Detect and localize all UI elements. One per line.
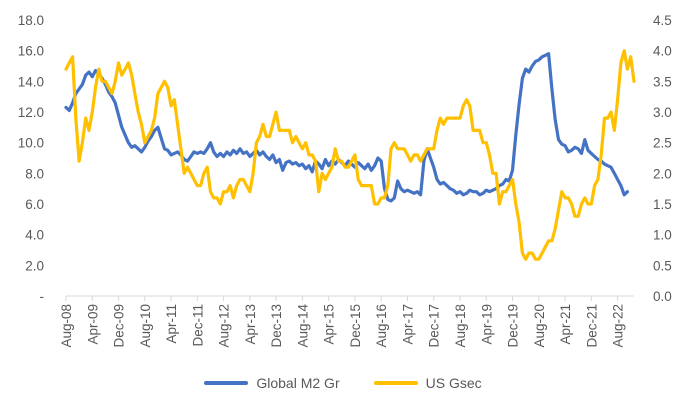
x-tick-label: Aug-10 bbox=[138, 304, 153, 348]
x-tick-label: Dec-17 bbox=[427, 304, 442, 348]
y-right-tick-label: 1.0 bbox=[653, 228, 672, 243]
y-left-tick-label: 2.0 bbox=[25, 258, 44, 273]
y-right-tick-label: 3.5 bbox=[653, 74, 672, 89]
y-left-tick-label: 16.0 bbox=[18, 44, 44, 59]
y-left-tick-label: - bbox=[40, 289, 45, 304]
legend-item-us-gsec: US Gsec bbox=[373, 375, 482, 391]
x-tick-label: Dec-11 bbox=[190, 304, 205, 347]
y-left-tick-label: 10.0 bbox=[18, 136, 44, 151]
y-left-tick-label: 18.0 bbox=[18, 13, 44, 28]
legend-swatch-global-m2 bbox=[204, 381, 249, 385]
x-tick-label: Apr-21 bbox=[558, 304, 573, 345]
x-tick-label: Apr-17 bbox=[400, 304, 415, 345]
y-right-tick-label: 1.5 bbox=[653, 197, 672, 212]
x-axis: Aug-08 Apr-09 Dec-09 Aug-10 Apr-11 Dec-11 Aug-… bbox=[59, 296, 626, 348]
y-right-tick-label: 0.5 bbox=[653, 258, 672, 273]
series-group bbox=[64, 49, 636, 261]
x-tick-label: Apr-13 bbox=[243, 304, 258, 345]
y-right-tick-label: 3.0 bbox=[653, 105, 672, 120]
x-tick-label: Aug-18 bbox=[453, 304, 468, 348]
legend: Global M2 Gr US Gsec bbox=[0, 368, 686, 398]
x-tick-label: Apr-19 bbox=[479, 304, 494, 345]
x-tick-label: Dec-19 bbox=[506, 304, 521, 348]
series-line-global-m2-gr bbox=[64, 52, 629, 203]
x-tick-label: Aug-16 bbox=[374, 304, 389, 348]
y-right-tick-label: 2.0 bbox=[653, 166, 672, 181]
x-tick-label: Apr-15 bbox=[322, 304, 337, 345]
x-tick-label: Aug-08 bbox=[59, 304, 74, 348]
series-line-us-gsec bbox=[64, 49, 636, 261]
y-left-tick-label: 8.0 bbox=[25, 166, 44, 181]
x-tick-label: Aug-12 bbox=[217, 304, 232, 348]
legend-swatch-us-gsec bbox=[373, 381, 418, 385]
y-right-tick-label: 4.5 bbox=[653, 13, 672, 28]
x-tick-label: Dec-09 bbox=[112, 304, 127, 348]
x-tick-label: Apr-09 bbox=[85, 304, 100, 345]
x-tick-label: Dec-13 bbox=[269, 304, 284, 348]
x-tick-label: Apr-11 bbox=[164, 304, 179, 344]
y-left-tick-label: 4.0 bbox=[25, 228, 44, 243]
y-left-tick-label: 6.0 bbox=[25, 197, 44, 212]
y-left-tick-label: 12.0 bbox=[18, 105, 44, 120]
legend-label-global-m2: Global M2 Gr bbox=[256, 375, 340, 391]
legend-item-global-m2: Global M2 Gr bbox=[204, 375, 340, 391]
y-axis-left: - 2.0 4.0 6.0 8.0 10.0 12.0 14.0 16.0 18.0 bbox=[18, 13, 44, 304]
x-tick-label: Aug-20 bbox=[532, 304, 547, 348]
x-tick-label: Aug-22 bbox=[611, 304, 626, 348]
y-right-tick-label: 2.5 bbox=[653, 136, 672, 151]
x-tick-label: Dec-21 bbox=[584, 304, 599, 348]
y-left-tick-label: 14.0 bbox=[18, 74, 44, 89]
y-axis-right: 0.0 0.5 1.0 1.5 2.0 2.5 3.0 3.5 4.0 4.5 bbox=[653, 13, 672, 304]
x-tick-label: Dec-15 bbox=[348, 304, 363, 348]
y-right-tick-label: 4.0 bbox=[653, 44, 672, 59]
y-right-tick-label: 0.0 bbox=[653, 289, 672, 304]
legend-label-us-gsec: US Gsec bbox=[425, 375, 482, 391]
x-tick-label: Aug-14 bbox=[295, 304, 310, 348]
line-chart: - 2.0 4.0 6.0 8.0 10.0 12.0 14.0 16.0 18.0 0.0 0.5… bbox=[18, 13, 672, 348]
